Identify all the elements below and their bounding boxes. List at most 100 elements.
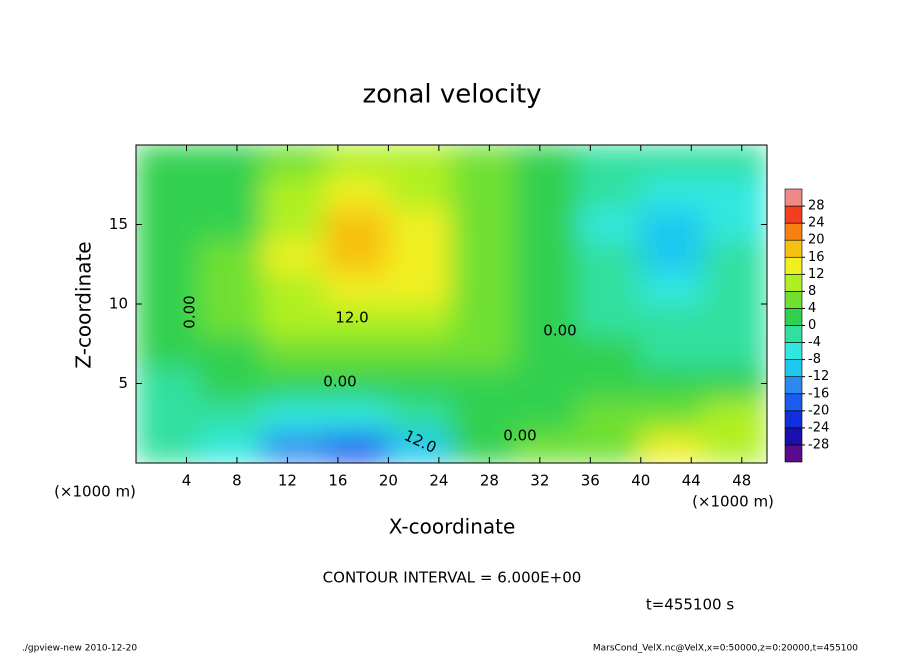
field-cell — [451, 239, 516, 273]
field-cell — [577, 335, 642, 369]
field-cell — [577, 367, 642, 400]
colorbar-box — [784, 256, 803, 275]
field-cell — [640, 145, 705, 178]
field-cell — [136, 239, 200, 273]
field-cell — [324, 145, 389, 178]
field-cell — [198, 303, 263, 337]
field-cell — [514, 367, 579, 400]
colorbar-box — [784, 274, 803, 292]
field-cell — [640, 208, 705, 241]
field-cell — [577, 430, 642, 463]
field-cell — [324, 271, 389, 305]
field-cell — [514, 208, 579, 241]
y-tick-label: 15 — [109, 215, 128, 233]
y-unit-label: (×1000 m) — [692, 493, 774, 511]
field-cell — [387, 271, 452, 305]
field-cell — [324, 398, 389, 432]
contour-label: 0.00 — [543, 322, 576, 340]
x-tick-label: 48 — [732, 472, 751, 490]
field-cell — [514, 176, 579, 210]
colorbar-label: -24 — [808, 420, 829, 435]
field — [136, 145, 767, 463]
x-tick-label: 8 — [232, 472, 242, 490]
field-cell — [640, 398, 705, 432]
field-cell — [577, 176, 642, 210]
colorbar-box — [784, 222, 803, 241]
x-axis-label: X-coordinate — [389, 515, 516, 539]
overlay: 12.0 0.00 0.00 0.00 0.00 12.0 — [181, 295, 577, 456]
field-cell — [198, 367, 263, 400]
colorbar-box — [784, 342, 803, 360]
field-cells — [136, 145, 767, 463]
field-cell — [136, 303, 200, 337]
colorbar-label: 20 — [808, 233, 825, 248]
field-cell — [451, 176, 516, 210]
field-cell — [198, 239, 263, 273]
field-cell — [577, 145, 642, 178]
field-cell — [577, 239, 642, 273]
chart-title: zonal velocity — [362, 80, 541, 110]
field-cell — [451, 398, 516, 432]
field-cell — [640, 367, 705, 400]
field-cell — [261, 176, 326, 210]
field-cell — [198, 271, 263, 305]
colorbar-box — [784, 325, 803, 343]
colorbar-box — [784, 376, 803, 395]
colorbar-box — [784, 393, 803, 412]
x-tick-label: 24 — [429, 472, 448, 490]
colorbar-box — [784, 188, 803, 207]
field-cell — [577, 271, 642, 305]
field-cell — [324, 239, 389, 273]
colorbar-box — [784, 410, 803, 429]
field-cell — [261, 145, 326, 178]
field-cell — [703, 145, 767, 178]
field-cell — [387, 398, 452, 432]
field-cell — [451, 208, 516, 241]
colorbar-label: -28 — [808, 437, 829, 452]
field-cell — [136, 145, 200, 178]
x-unit-label: (×1000 m) — [54, 483, 136, 501]
colorbar-label: 4 — [808, 301, 816, 316]
time-label: t=455100 s — [646, 596, 734, 614]
field-cell — [387, 430, 452, 463]
field-cell — [703, 430, 767, 463]
field-cell — [198, 176, 263, 210]
contour-interval: CONTOUR INTERVAL = 6.000E+00 — [323, 569, 582, 587]
x-tick-label: 20 — [379, 472, 398, 490]
field-cell — [514, 239, 579, 273]
field-cell — [387, 208, 452, 241]
colorbar-label: 16 — [808, 250, 825, 265]
colorbar-label: -20 — [808, 403, 829, 418]
field-cell — [261, 208, 326, 241]
field-cell — [451, 145, 516, 178]
footer-left: ./gpview-new 2010-12-20 — [22, 644, 137, 654]
x-tick-label: 28 — [480, 472, 499, 490]
field-cell — [387, 176, 452, 210]
contour-label: 0.00 — [503, 427, 536, 445]
field-cell — [324, 303, 389, 337]
x-tick-label: 36 — [581, 472, 600, 490]
colorbar-label: 8 — [808, 284, 816, 299]
contour-label: 0.00 — [323, 373, 356, 391]
field-cell — [387, 303, 452, 337]
y-tick-label: 5 — [118, 374, 128, 392]
field-cell — [703, 271, 767, 305]
field-cell — [577, 398, 642, 432]
field-cell — [324, 367, 389, 400]
field-cell — [136, 208, 200, 241]
field-cell — [514, 303, 579, 337]
colorbar-label: 12 — [808, 267, 825, 282]
x-tick-label: 40 — [631, 472, 650, 490]
field-cell — [198, 145, 263, 178]
field-cell — [198, 335, 263, 369]
x-tick-label: 12 — [278, 472, 297, 490]
field-cell — [261, 303, 326, 337]
field-cell — [324, 208, 389, 241]
field-cell — [514, 145, 579, 178]
colorbar-box — [784, 308, 803, 326]
contour-label: 12.0 — [335, 309, 368, 327]
field-cell — [703, 208, 767, 241]
field-cell — [703, 335, 767, 369]
field-cell — [324, 176, 389, 210]
field-cell — [324, 430, 389, 463]
